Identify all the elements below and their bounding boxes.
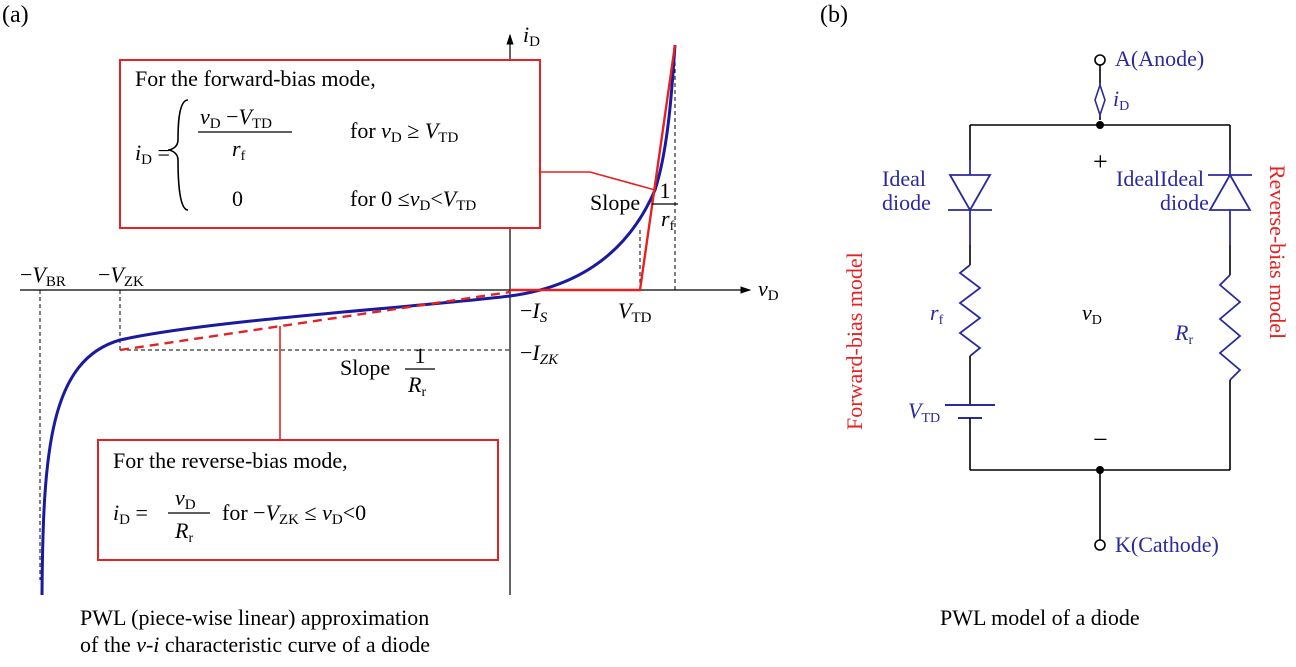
svg-text:Rr: Rr <box>407 372 426 400</box>
right-diode-label-1: Ideal <box>1116 166 1160 191</box>
iD-label: iD <box>1113 86 1129 114</box>
panel-a-chart: iD vD −VBR −VZK VTD −IS −IZK Slope 1 rf … <box>10 20 790 620</box>
tick-vtd: VTD <box>618 298 652 326</box>
polarity-plus: + <box>1093 147 1108 176</box>
reverse-bias-sidebar: Reverse-bias model <box>1265 165 1290 339</box>
svg-text:iD =: iD = <box>113 500 148 528</box>
tick-vzk: −VZK <box>98 262 144 290</box>
caption-a-line2: of the v-i characteristic curve of a dio… <box>80 632 430 658</box>
left-diode-label-1: Ideal <box>882 166 926 191</box>
polarity-minus: − <box>1093 425 1108 454</box>
rr-label: Rr <box>1174 320 1193 348</box>
svg-text:0: 0 <box>232 186 243 211</box>
anode-label: A(Anode) <box>1115 46 1204 71</box>
svg-text:Slope: Slope <box>340 355 390 380</box>
svg-text:rf: rf <box>661 206 675 234</box>
panel-b-label: (b) <box>820 2 848 29</box>
vtd-source <box>945 385 995 470</box>
panel-b-circuit: Forward-bias model Reverse-bias model A(… <box>820 30 1290 620</box>
rf-resistor <box>960 265 980 356</box>
tick-izk: −IZK <box>520 340 559 368</box>
pwl-reverse <box>120 292 510 350</box>
svg-text:For the forward-bias mode,: For the forward-bias mode, <box>135 66 376 91</box>
x-axis-label: vD <box>758 276 779 304</box>
right-diode-label-1b: Ideal <box>1160 166 1204 191</box>
vd-label: vD <box>1082 300 1102 328</box>
tick-vbr: −VBR <box>20 262 66 290</box>
cathode-label: K(Cathode) <box>1115 532 1219 557</box>
forward-bias-sidebar: Forward-bias model <box>842 252 867 430</box>
rf-label: rf <box>930 300 944 328</box>
rr-resistor <box>1220 275 1240 380</box>
slope-rr-label: Slope 1 Rr <box>340 343 435 400</box>
svg-text:For the reverse-bias mode,: For the reverse-bias mode, <box>113 448 348 473</box>
reverse-bias-box: For the reverse-bias mode, iD = vD Rr fo… <box>98 326 498 560</box>
svg-text:1: 1 <box>660 178 671 203</box>
svg-text:Slope: Slope <box>590 190 640 215</box>
svg-text:1: 1 <box>415 343 426 368</box>
forward-bias-box: For the forward-bias mode, iD = vD −VTD … <box>120 60 655 228</box>
right-diode-label-2b: diode <box>1160 190 1209 215</box>
y-axis-label: iD <box>523 22 540 50</box>
tick-is: −IS <box>520 298 548 326</box>
svg-text:iD =: iD = <box>135 140 170 168</box>
vtd-label: VTD <box>908 398 940 426</box>
left-diode-label-2: diode <box>882 190 931 215</box>
right-ideal-diode <box>1208 160 1252 245</box>
left-ideal-diode <box>948 160 992 245</box>
